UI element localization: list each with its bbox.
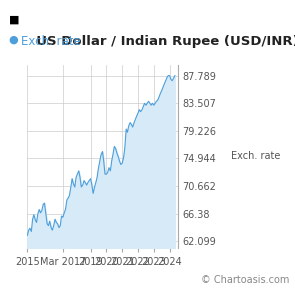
Text: © Chartoasis.com: © Chartoasis.com: [201, 275, 289, 285]
Text: US Dollar / Indian Rupee (USD/INR): US Dollar / Indian Rupee (USD/INR): [27, 35, 295, 48]
Y-axis label: Exch. rate: Exch. rate: [231, 151, 280, 161]
Text: ●: ●: [9, 35, 19, 45]
Text: ■: ■: [9, 15, 19, 25]
Text: Exch. rate: Exch. rate: [21, 35, 81, 48]
